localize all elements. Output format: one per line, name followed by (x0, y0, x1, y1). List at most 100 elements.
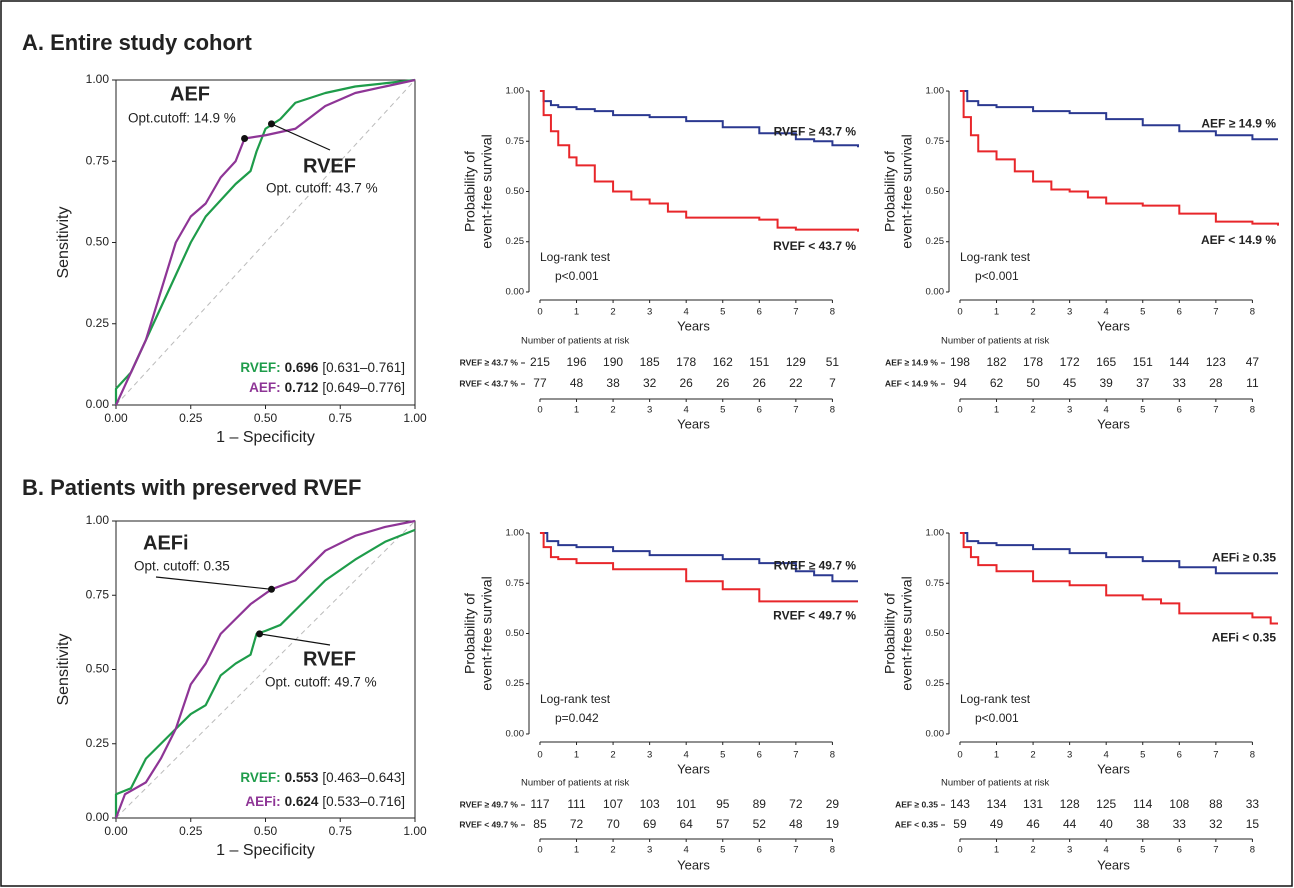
x-tick-label: 7 (1213, 750, 1218, 761)
x-tick-label: 2 (610, 307, 615, 318)
y-tick-label: 0.75 (86, 153, 110, 167)
x-tick-label: 3 (1067, 307, 1072, 318)
risk-count: 70 (606, 817, 620, 831)
risk-count: 33 (1173, 817, 1187, 831)
risk-count: 123 (1206, 355, 1226, 369)
risk-x-tick-label: 4 (1104, 405, 1109, 416)
risk-x-axis-label: Years (1097, 857, 1130, 872)
risk-count: 198 (950, 355, 970, 369)
risk-count: 144 (1169, 355, 1189, 369)
auc-label: AEF: 0.712 [0.649–0.776] (249, 380, 405, 395)
risk-x-tick-label: 1 (574, 405, 579, 416)
x-tick-label: 7 (793, 307, 798, 318)
y-tick-label: 0.25 (926, 236, 945, 247)
y-tick-label: 1.00 (926, 528, 945, 539)
y-axis-label: event-free survival (899, 576, 915, 690)
auc-value: 0.624 (285, 794, 319, 809)
leader-line (259, 633, 331, 646)
y-tick-label: 0.75 (506, 136, 525, 147)
risk-count: 196 (567, 355, 587, 369)
risk-count: 89 (753, 797, 767, 811)
x-tick-label: 8 (830, 307, 835, 318)
x-tick-label: 4 (684, 750, 689, 761)
y-tick-label: 0.00 (506, 728, 525, 739)
auc-name: RVEF: (240, 360, 280, 375)
x-tick-label: 0 (957, 307, 962, 318)
reference-diagonal (115, 79, 416, 406)
survival-curve (959, 90, 1278, 141)
risk-x-tick-label: 7 (1213, 405, 1218, 416)
risk-x-tick-label: 6 (1177, 845, 1182, 856)
x-tick-label: 3 (1067, 750, 1072, 761)
risk-x-tick-label: 0 (537, 405, 542, 416)
auc-name: AEFi: (245, 794, 280, 809)
risk-x-tick-label: 7 (793, 845, 798, 856)
x-tick-label: 0.00 (104, 824, 128, 838)
x-tick-label: 7 (793, 750, 798, 761)
x-tick-label: 7 (1213, 307, 1218, 318)
auc-name: RVEF: (240, 770, 280, 785)
x-tick-label: 1 (574, 750, 579, 761)
y-tick-label: 1.00 (926, 86, 945, 97)
x-tick-label: 4 (1104, 307, 1109, 318)
risk-x-tick-label: 8 (830, 845, 835, 856)
risk-count: 62 (990, 376, 1004, 390)
x-tick-label: 0.75 (329, 411, 353, 425)
series-label: AEFi (143, 532, 189, 554)
y-tick-label: 1.00 (86, 72, 110, 86)
auc-ci: [0.533–0.716] (322, 794, 405, 809)
risk-count: 26 (753, 376, 767, 390)
y-tick-label: 1.00 (506, 86, 525, 97)
risk-table-title: Number of patients at risk (941, 778, 1049, 789)
x-tick-label: 5 (720, 307, 725, 318)
risk-x-tick-label: 8 (1250, 405, 1255, 416)
y-tick-label: 0.25 (506, 678, 525, 689)
y-tick-label: 0.00 (926, 728, 945, 739)
annotation: p=0.042 (555, 711, 599, 725)
risk-x-tick-label: 3 (647, 405, 652, 416)
y-tick-label: 0.50 (506, 186, 525, 197)
risk-count: 26 (680, 376, 694, 390)
risk-count: 11 (1246, 376, 1259, 390)
risk-row-label: AEF ≥ 0.35 (895, 799, 938, 809)
y-tick-label: 1.00 (506, 528, 525, 539)
series-label: RVEF (303, 155, 356, 177)
auc-value: 0.696 (285, 360, 319, 375)
risk-count: 165 (1096, 355, 1116, 369)
y-axis-label: event-free survival (479, 134, 495, 248)
risk-count: 48 (570, 376, 584, 390)
risk-x-tick-label: 6 (757, 845, 762, 856)
risk-x-tick-label: 4 (684, 405, 689, 416)
risk-count: 131 (1023, 797, 1043, 811)
risk-count: 32 (1209, 817, 1223, 831)
x-tick-label: 1 (574, 307, 579, 318)
curve-label: RVEF ≥ 43.7 % (774, 124, 857, 138)
x-tick-label: 0 (537, 750, 542, 761)
risk-count: 33 (1173, 376, 1187, 390)
x-tick-label: 0.50 (254, 411, 278, 425)
risk-count: 50 (1026, 376, 1040, 390)
x-tick-label: 6 (757, 750, 762, 761)
risk-x-tick-label: 7 (793, 405, 798, 416)
annotation: Log-rank test (960, 692, 1031, 706)
risk-row-label: RVEF ≥ 49.7 % (460, 799, 519, 809)
x-tick-label: 0.00 (104, 411, 128, 425)
y-tick-label: 0.25 (926, 678, 945, 689)
risk-count: 88 (1209, 797, 1223, 811)
x-tick-label: 5 (1140, 307, 1145, 318)
survival-curve (959, 532, 1278, 575)
x-tick-label: 8 (830, 750, 835, 761)
risk-count: 128 (1060, 797, 1080, 811)
risk-count: 117 (530, 797, 549, 811)
y-axis-label: event-free survival (479, 576, 495, 690)
y-tick-label: 0.25 (506, 236, 525, 247)
y-tick-label: 0.75 (86, 587, 110, 601)
leader-line (155, 576, 272, 590)
survival-curve (539, 90, 859, 232)
x-tick-label: 1.00 (403, 824, 427, 838)
cutoff-label: Opt.cutoff: 14.9 % (128, 111, 236, 126)
x-tick-label: 0.25 (179, 824, 203, 838)
curve-label: AEF ≥ 14.9 % (1201, 116, 1276, 130)
risk-count: 40 (1100, 817, 1114, 831)
risk-count: 38 (606, 376, 620, 390)
